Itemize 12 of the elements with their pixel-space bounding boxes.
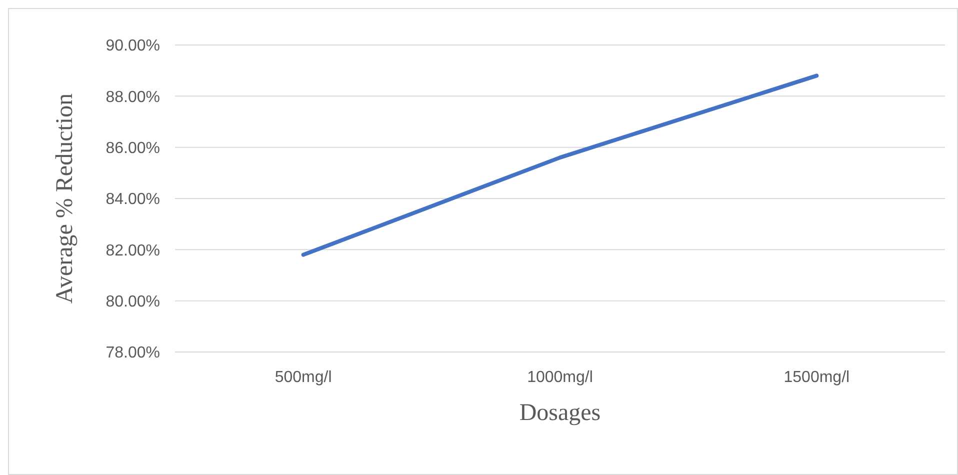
y-tick-label: 78.00% <box>106 344 160 362</box>
x-tick-label: 500mg/l <box>274 369 332 386</box>
x-tick-label: 1000mg/l <box>527 369 593 386</box>
x-tick-label: 1500mg/l <box>784 369 850 386</box>
y-tick-label: 88.00% <box>106 88 160 106</box>
y-tick-label: 86.00% <box>106 140 160 157</box>
y-tick-label: 80.00% <box>106 293 160 310</box>
y-axis-title: Average % Reduction <box>52 93 78 304</box>
y-tick-label: 84.00% <box>106 191 160 208</box>
y-tick-label: 90.00% <box>106 38 160 55</box>
x-axis-title: Dosages <box>519 400 601 426</box>
y-tick-label: 82.00% <box>106 242 160 260</box>
